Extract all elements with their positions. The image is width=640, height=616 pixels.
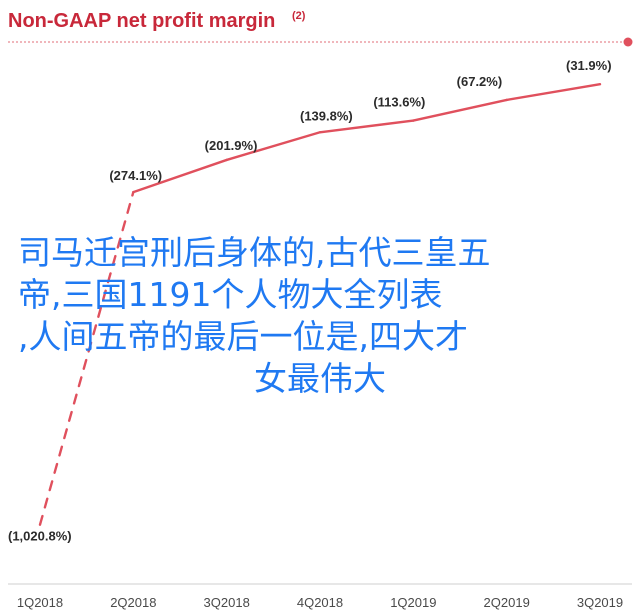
line-segment-2: [132, 158, 228, 194]
data-label-1Q2019: (113.6%): [373, 95, 425, 110]
line-segment-6: [505, 83, 602, 102]
line-segment-1: [38, 190, 135, 526]
x-tick-2Q2018: 2Q2018: [110, 595, 156, 610]
x-tick-3Q2019: 3Q2019: [577, 595, 623, 610]
data-label-3Q2018: (201.9%): [205, 138, 258, 153]
line-segment-4: [318, 119, 415, 134]
x-tick-4Q2018: 4Q2018: [297, 595, 343, 610]
data-label-4Q2018: (139.8%): [300, 108, 353, 123]
line-segment-3: [225, 131, 322, 162]
chart-title: Non-GAAP net profit margin: [8, 10, 275, 32]
data-label-2Q2019: (67.2%): [457, 74, 503, 89]
x-tick-1Q2019: 1Q2019: [390, 595, 436, 610]
title-divider-end-dot: [623, 37, 633, 47]
line-segment-5: [412, 98, 508, 122]
data-label-2Q2018: (274.1%): [109, 168, 162, 183]
x-tick-3Q2018: 3Q2018: [204, 595, 250, 610]
x-tick-2Q2019: 2Q2019: [484, 595, 530, 610]
x-tick-1Q2018: 1Q2018: [17, 595, 63, 610]
chart-title-footnote: (2): [292, 10, 306, 22]
data-label-1Q2018: (1,020.8%): [8, 529, 72, 544]
data-label-3Q2019: (31.9%): [566, 58, 612, 73]
